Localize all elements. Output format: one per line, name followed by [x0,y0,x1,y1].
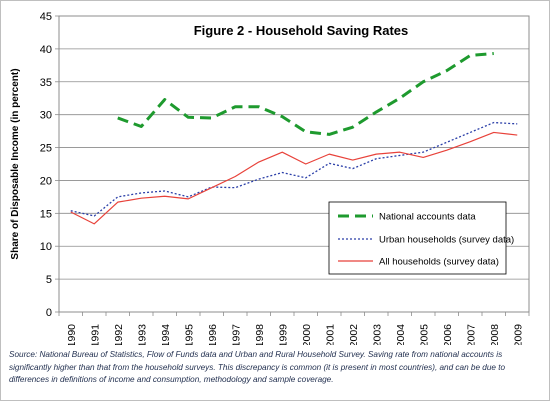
y-tick-label: 45 [40,11,52,23]
x-tick-label: 2006 [442,324,454,345]
x-tick-label: 1998 [254,324,266,345]
x-tick-label: 2000 [301,324,313,345]
y-tick-label: 35 [40,77,52,89]
legend-label-1: National accounts data [379,212,476,223]
x-tick-label: 2009 [512,324,524,345]
legend-box [328,201,507,275]
y-tick-label: 20 [40,175,52,187]
x-tick-label: 2001 [324,324,336,345]
y-tick-label: 15 [40,208,52,220]
x-tick-label: 2002 [348,324,360,345]
x-tick-label: 1992 [113,324,125,345]
y-axis-label: Share of Disposable Income (in percent) [10,68,21,259]
y-tick-label: 25 [40,143,52,155]
x-tick-label: 2003 [371,324,383,345]
legend-label-3: All households (survey data) [379,257,499,268]
y-tick-label: 40 [40,44,52,56]
x-tick-label: 1997 [230,324,242,345]
x-tick-label: 1994 [160,324,172,345]
legend-label-2: Urban households (survey data) [379,235,514,246]
x-tick-label: 1999 [277,324,289,345]
y-tick-label: 0 [46,307,52,319]
chart-title: Figure 2 - Household Saving Rates [194,23,409,38]
series-lines [70,51,518,225]
x-tick-label: 1991 [89,324,101,345]
y-tick-label: 5 [46,274,52,286]
source-note: Source: National Bureau of Statistics, F… [9,350,506,384]
x-tick-label: 2007 [465,324,477,345]
axes: 0 5 10 15 20 25 30 35 40 45 1990 1991 1992 1993 1994 19… [40,11,530,345]
legend: National accounts data Urban households (… [328,201,514,275]
x-tick-label: 1996 [207,324,219,345]
x-tick-label: 1990 [66,324,78,345]
x-tick-label: 2004 [395,324,407,345]
y-tick-label: 10 [40,241,52,253]
x-tick-label: 1993 [136,324,148,345]
x-tick-label: 2005 [418,324,430,345]
x-tick-label: 2008 [489,324,501,345]
series-line-2 [70,121,518,217]
series-line-3 [70,131,518,225]
chart-canvas: 0 5 10 15 20 25 30 35 40 45 1990 1991 1992 1993 1994 19… [10,11,530,345]
y-tick-label: 30 [40,110,52,122]
series-line-1 [117,51,494,136]
x-tick-label: 1995 [183,324,195,345]
